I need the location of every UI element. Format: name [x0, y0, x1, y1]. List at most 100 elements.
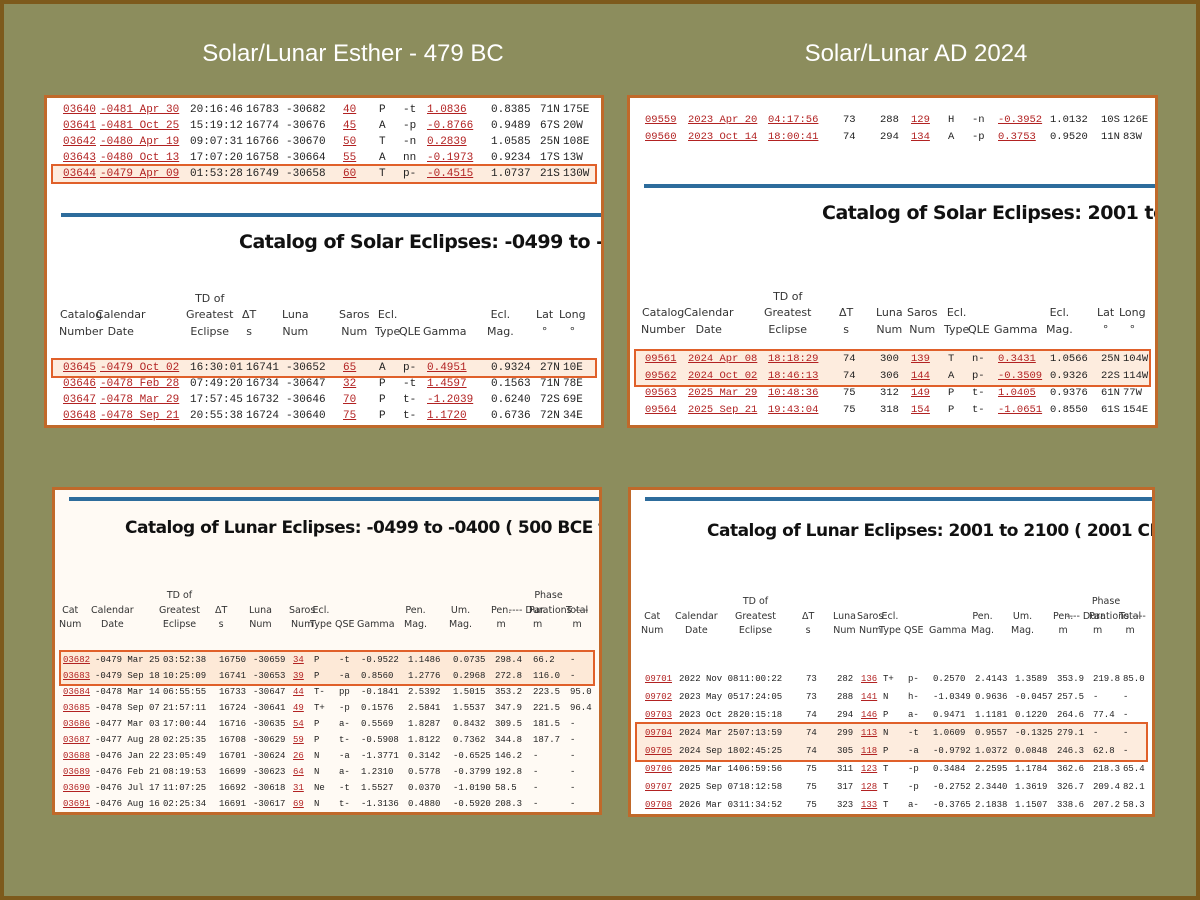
table-cell: 20:16:46 — [190, 104, 243, 116]
table-cell: 08:19:53 — [163, 767, 207, 777]
table-cell: -n — [403, 136, 417, 148]
table-cell: 154 — [911, 404, 930, 416]
table-cell: 09564 — [645, 404, 677, 416]
table-cell: 10E — [563, 362, 583, 374]
table-cell: -0.9522 — [361, 655, 399, 665]
table-cell: 03684 — [63, 687, 91, 697]
row-highlight — [635, 722, 1148, 762]
table-cell: 246.3 — [1057, 746, 1085, 756]
table-cell: a- — [339, 767, 350, 777]
table-cell: 0.9489 — [491, 120, 531, 132]
table-cell: -0478 Mar 29 — [100, 394, 180, 406]
table-cell: -1.2039 — [427, 394, 474, 406]
table-cell: 139 — [911, 353, 930, 365]
table-cell: 311 — [837, 764, 854, 774]
table-cell: -0478 Sep 21 — [100, 410, 180, 422]
table-cell: 61S — [1101, 404, 1120, 416]
catalog-title: Catalog of Lunar Eclipses: 2001 to 2100 … — [707, 521, 1152, 541]
table-cell: -n — [972, 114, 985, 126]
table-cell: 1.0737 — [491, 168, 531, 180]
column-header: Catalog Number — [59, 308, 104, 338]
table-cell: 0.5778 — [408, 767, 441, 777]
column-header: Par. m — [1089, 610, 1107, 636]
table-cell: -1.0651 — [998, 404, 1043, 416]
table-cell: -0.5908 — [361, 735, 399, 745]
table-cell: 25N — [540, 136, 560, 148]
table-cell: -30676 — [286, 120, 326, 132]
table-cell: 18:00:41 — [768, 131, 819, 143]
column-header: Um. Mag. — [1011, 610, 1035, 636]
table-cell: -p — [403, 120, 417, 132]
column-header: Saros Num — [289, 604, 316, 630]
table-cell: 02:25:34 — [163, 799, 207, 809]
table-cell: 67S — [540, 120, 560, 132]
table-cell: -0.3952 — [998, 114, 1043, 126]
table-cell: 19:43:04 — [768, 404, 819, 416]
table-cell: 16734 — [246, 378, 280, 390]
table-cell: 0.4951 — [427, 362, 467, 374]
table-cell: N — [314, 751, 320, 761]
column-header: Saros Num — [857, 610, 884, 636]
table-cell: P — [379, 104, 386, 116]
column-header: TD of Greatest Eclipse — [159, 590, 200, 630]
table-cell: 1.8287 — [408, 719, 441, 729]
table-cell: 16724 — [246, 410, 280, 422]
table-cell: 2.3440 — [975, 782, 1008, 792]
table-cell: 1.5527 — [361, 783, 394, 793]
row-highlight — [51, 358, 597, 378]
table-cell: 10:25:09 — [163, 671, 207, 681]
table-cell: -0.6525 — [453, 751, 491, 761]
table-cell: 0.1220 — [1015, 710, 1048, 720]
table-cell: 0.6736 — [491, 410, 531, 422]
table-cell: 108E — [563, 136, 590, 148]
table-cell: 54 — [293, 719, 304, 729]
table-cell: N — [883, 692, 889, 702]
section-title: Solar/Lunar Esther - 479 BC — [202, 40, 504, 67]
table-cell: 149 — [911, 387, 930, 399]
table-cell: 2023 Oct 28 — [679, 710, 739, 720]
table-cell: 73 — [843, 114, 856, 126]
table-cell: 0.8550 — [1050, 404, 1088, 416]
column-header: QLE — [399, 324, 421, 338]
table-cell: 27N — [540, 362, 560, 374]
table-cell: T — [883, 800, 889, 810]
table-cell: 95.0 — [570, 687, 592, 697]
table-cell: -30647 — [253, 687, 286, 697]
table-cell: 74 — [843, 370, 856, 382]
table-cell: -0479 Sep 18 — [95, 671, 160, 681]
table-cell: 75 — [343, 410, 357, 422]
table-cell: p- — [972, 370, 985, 382]
table-cell: 299 — [837, 728, 854, 738]
table-cell: 03686 — [63, 719, 91, 729]
table-cell: 20:55:38 — [190, 410, 243, 422]
table-cell: -p — [972, 131, 985, 143]
table-cell: 0.0735 — [453, 655, 486, 665]
table-cell: t- — [339, 799, 350, 809]
table-cell: 10S — [1101, 114, 1120, 126]
row-highlight — [634, 349, 1151, 387]
table-cell: 326.7 — [1057, 782, 1085, 792]
table-cell: 70 — [343, 394, 357, 406]
table-cell: 03641 — [63, 120, 97, 132]
table-cell: 11:07:25 — [163, 783, 207, 793]
table-cell: - — [1123, 728, 1129, 738]
table-cell: - — [533, 751, 539, 761]
table-cell: -0480 Oct 13 — [100, 152, 180, 164]
column-header: Ecl. Type — [375, 308, 401, 338]
table-cell: 07:13:59 — [739, 728, 783, 738]
table-cell: 02:45:25 — [739, 746, 783, 756]
table-cell: -0478 Mar 14 — [95, 687, 160, 697]
table-cell: 347.9 — [495, 703, 523, 713]
table-cell: -t — [403, 104, 417, 116]
table-cell: 128 — [861, 782, 878, 792]
table-cell: 0.8385 — [491, 104, 531, 116]
table-cell: 257.5 — [1057, 692, 1085, 702]
table-header: Cat Num Calendar Date TD of Greatest Eclip… — [631, 580, 1152, 638]
table-cell: 264.6 — [1057, 710, 1085, 720]
table-cell: 0.1576 — [361, 703, 394, 713]
table-cell: 317 — [837, 782, 854, 792]
table-cell: 134 — [911, 131, 930, 143]
table-cell: 1.0405 — [998, 387, 1036, 399]
table-cell: -0477 Aug 28 — [95, 735, 160, 745]
